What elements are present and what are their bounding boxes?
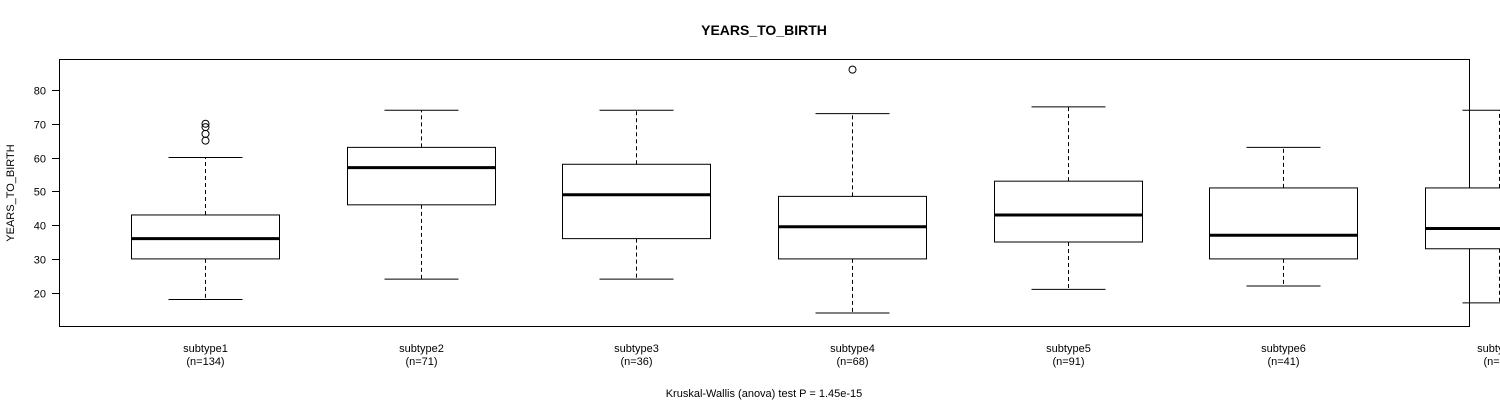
outlier-point	[201, 123, 210, 132]
box-group-subtype3	[562, 109, 711, 280]
y-tick-label: 30	[34, 255, 46, 267]
x-category-count: (n=134)	[186, 356, 224, 368]
outlier-point	[848, 65, 857, 74]
x-category-count: (n=91)	[1052, 356, 1084, 368]
box-group-subtype7	[1425, 109, 1500, 304]
box-iqr	[1209, 187, 1358, 260]
x-category-count: (n=36)	[620, 356, 652, 368]
y-tick-label: 70	[34, 120, 46, 132]
boxes-layer	[131, 65, 1500, 314]
x-category-label: subtype5	[1046, 343, 1091, 355]
y-tick-label: 80	[34, 86, 46, 98]
box-group-subtype4	[778, 65, 927, 314]
y-tick-label: 40	[34, 221, 46, 233]
outlier-point	[201, 129, 210, 138]
outlier-point	[201, 119, 210, 128]
x-category-count: (n=71)	[405, 356, 437, 368]
x-category-label: subtype1	[183, 343, 228, 355]
y-tick-label: 50	[34, 187, 46, 199]
box-iqr	[562, 163, 711, 240]
box-group-subtype5	[994, 106, 1143, 290]
outlier-point	[201, 136, 210, 145]
x-axis-labels: subtype1(n=134)subtype2(n=71)subtype3(n=…	[183, 343, 1500, 368]
x-category-count: (n=68)	[836, 356, 868, 368]
y-axis: 20 30 40 50 60 70 80	[34, 86, 60, 301]
box-group-subtype1	[131, 119, 280, 300]
y-axis-label: YEARS_TO_BIRTH	[5, 144, 17, 241]
box-iqr	[131, 214, 280, 260]
x-category-label: subtype7	[1477, 343, 1500, 355]
box-iqr	[1425, 187, 1500, 250]
y-tick-label: 60	[34, 154, 46, 166]
box-group-subtype6	[1209, 146, 1358, 287]
box-group-subtype2	[347, 109, 496, 280]
x-category-label: subtype2	[399, 343, 444, 355]
x-category-label: subtype4	[830, 343, 875, 355]
x-category-label: subtype6	[1261, 343, 1306, 355]
x-category-count: (n=41)	[1267, 356, 1299, 368]
y-tick-label: 20	[34, 289, 46, 301]
x-category-count: (n=73)	[1483, 356, 1500, 368]
test-footnote: Kruskal-Wallis (anova) test P = 1.45e-15	[666, 388, 863, 400]
box-iqr	[347, 146, 496, 206]
box-iqr	[994, 180, 1143, 243]
x-category-label: subtype3	[614, 343, 659, 355]
chart-title: YEARS_TO_BIRTH	[701, 22, 827, 38]
